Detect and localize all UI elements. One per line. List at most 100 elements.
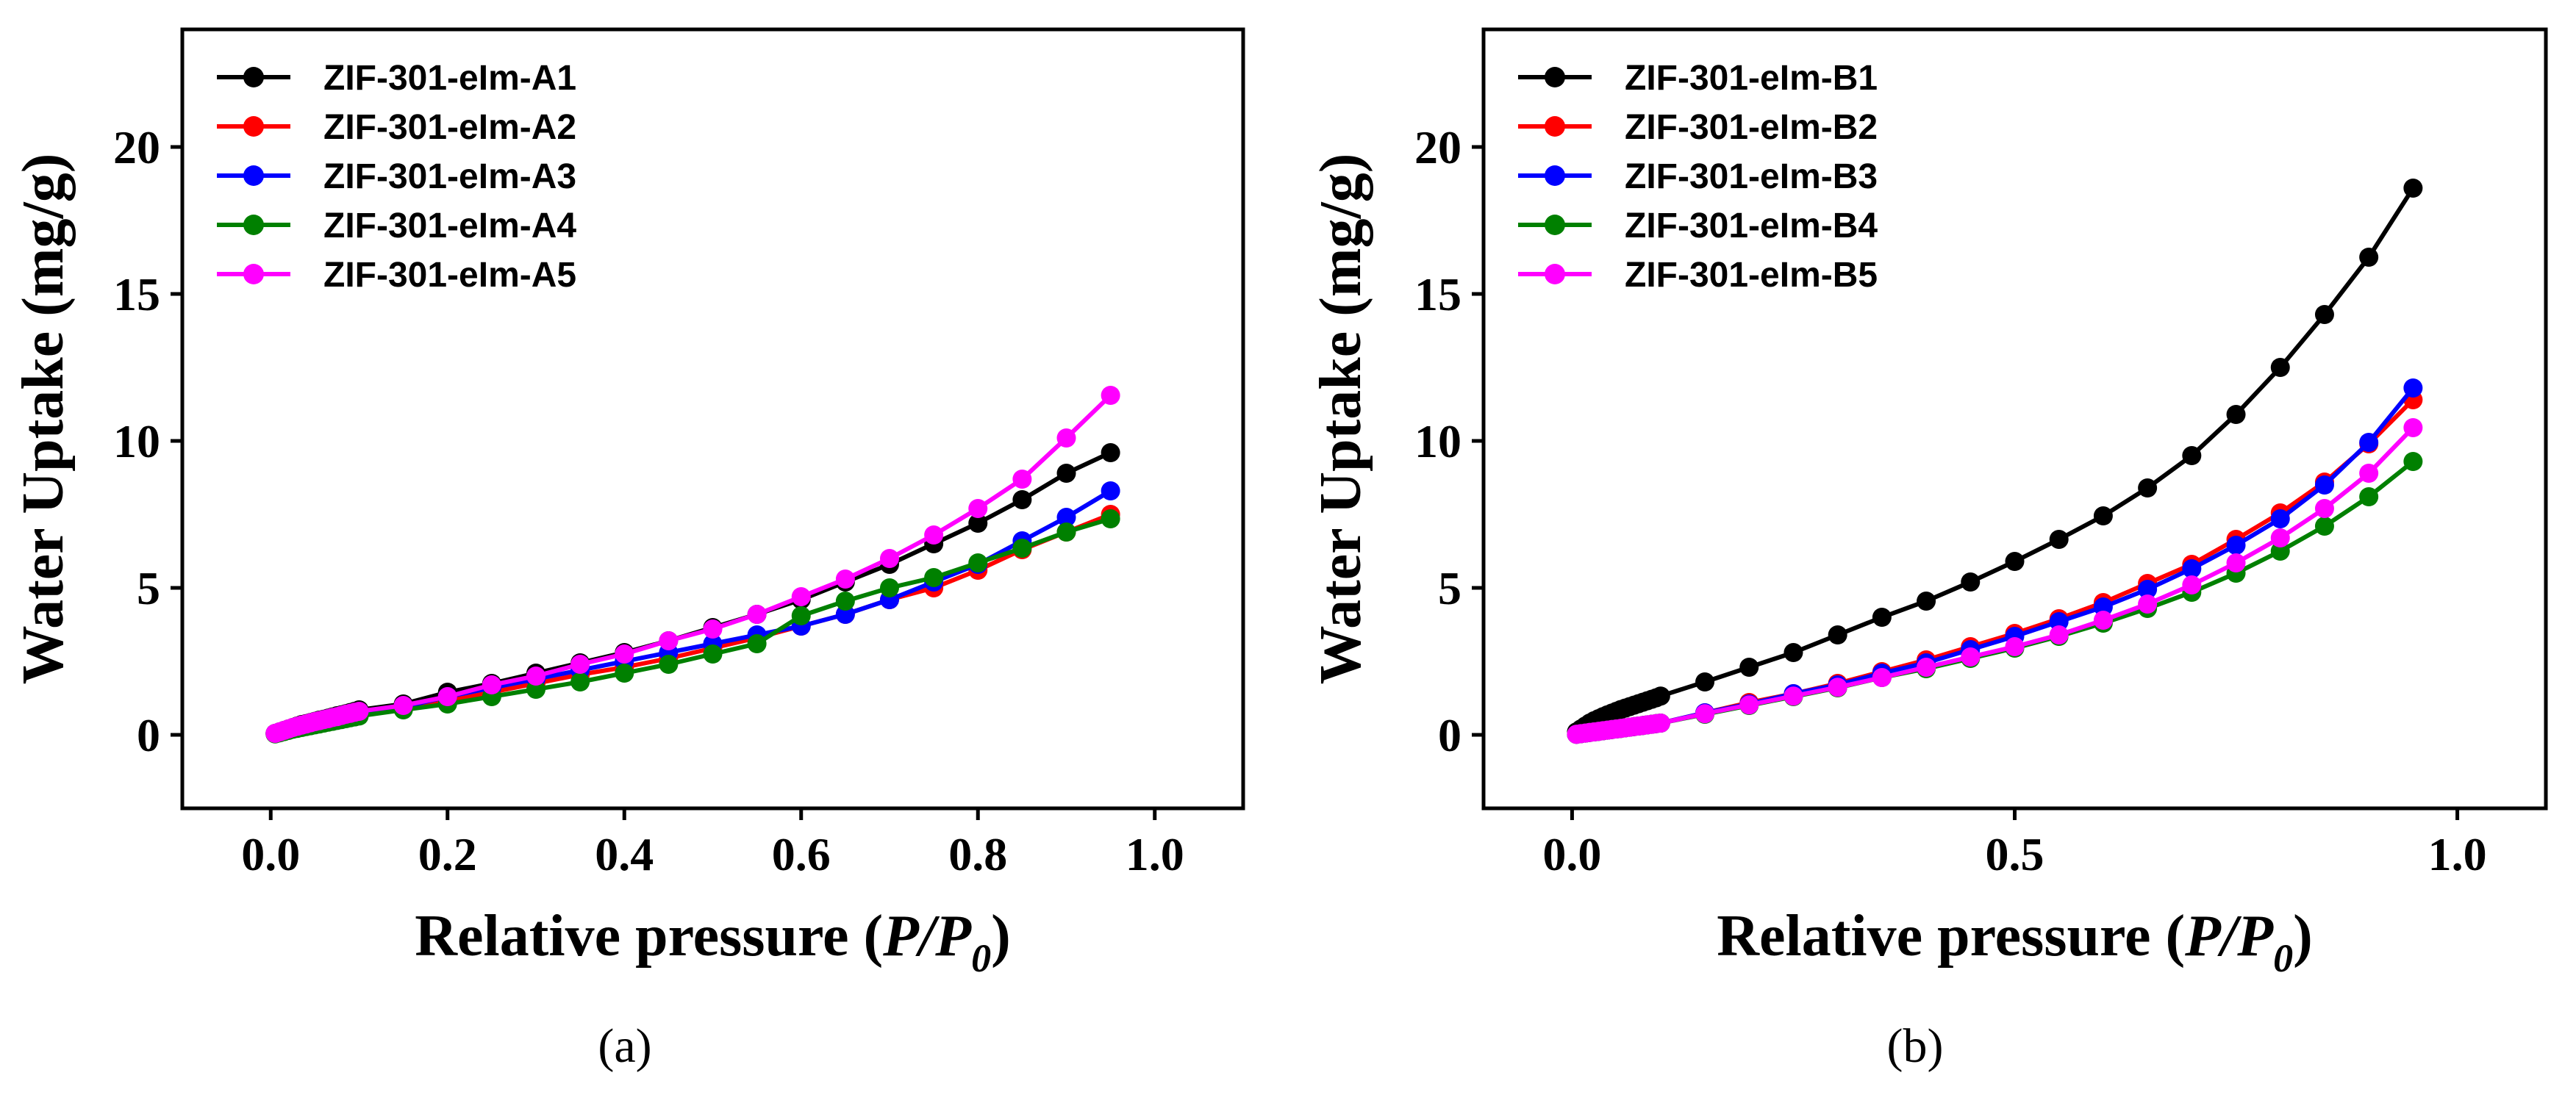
data-point [1783, 643, 1803, 662]
x-tick-label: 0.8 [948, 828, 1007, 880]
legend-label: ZIF-301-eIm-B4 [1625, 206, 1878, 245]
legend-entry: ZIF-301-eIm-B5 [1518, 256, 1878, 295]
data-point [2270, 528, 2290, 547]
data-point [2403, 179, 2423, 198]
legend-marker [243, 264, 264, 284]
x-tick-label: 1.0 [1126, 828, 1184, 880]
data-point [1872, 608, 1892, 627]
data-point [1056, 522, 1076, 542]
data-point [791, 606, 811, 625]
y-tick-label: 20 [113, 121, 160, 173]
data-point [1695, 672, 1715, 691]
data-point [659, 655, 679, 674]
x-tick-label: 0.4 [595, 828, 654, 880]
data-point [2093, 506, 2113, 525]
legend-label: ZIF-301-eIm-A1 [323, 59, 576, 98]
data-point [703, 619, 723, 639]
data-point [1101, 509, 1120, 528]
y-tick-label: 15 [1414, 268, 1461, 320]
data-point [2314, 517, 2334, 536]
data-point [659, 631, 679, 650]
data-point [1872, 668, 1892, 687]
data-point [1012, 539, 1032, 558]
data-point [1828, 625, 1847, 644]
legend-entry: ZIF-301-eIm-B4 [1518, 206, 1878, 245]
data-point [1917, 658, 1936, 677]
data-point [526, 680, 545, 699]
data-point [2314, 305, 2334, 324]
y-tick-label: 10 [113, 415, 160, 467]
data-point [968, 514, 988, 533]
series-ZIF-301-eIm-B3 [1567, 378, 2423, 744]
legend-entry: ZIF-301-eIm-B1 [1518, 59, 1878, 98]
data-point [1961, 572, 1981, 592]
x-axis-title-prefix: Relative pressure ( [1717, 904, 2185, 969]
data-point [1056, 428, 1076, 448]
x-axis-title-prefix: Relative pressure ( [415, 904, 883, 969]
y-tick-label: 5 [1438, 562, 1461, 614]
data-point [2314, 475, 2334, 495]
x-tick-label: 0.0 [241, 828, 300, 880]
data-point [924, 525, 944, 545]
legend-entry: ZIF-301-eIm-A2 [217, 108, 576, 147]
data-point [2049, 625, 2069, 644]
data-point [2226, 405, 2246, 424]
data-point [615, 664, 634, 683]
data-point [2359, 433, 2379, 452]
data-point [2182, 446, 2202, 465]
data-point [2270, 358, 2290, 377]
x-tick-label: 1.0 [2428, 828, 2487, 880]
x-axis-title-var: P/P [2184, 904, 2274, 969]
data-point [2226, 553, 2246, 572]
legend-entry: ZIF-301-eIm-A4 [217, 206, 576, 245]
legend-marker [1545, 116, 1565, 137]
data-point [615, 644, 634, 664]
data-point [570, 655, 590, 674]
data-point [2270, 542, 2290, 561]
legend-entry: ZIF-301-eIm-B3 [1518, 157, 1878, 196]
legend-marker [1545, 264, 1565, 284]
x-axis-title: Relative pressure (P/P0) [415, 904, 1011, 980]
data-point [2359, 248, 2379, 267]
data-point [1828, 678, 1847, 697]
data-point [2403, 452, 2423, 471]
x-axis-title-suffix: ) [2293, 904, 2313, 969]
plot-frame [180, 27, 1245, 811]
series-ZIF-301-eIm-A1 [265, 443, 1120, 743]
series-ZIF-301-eIm-B2 [1567, 390, 2423, 744]
data-point [2359, 464, 2379, 483]
y-tick-label: 10 [1414, 415, 1461, 467]
data-point [835, 605, 855, 624]
data-point [1012, 490, 1032, 509]
x-tick-label: 0.6 [772, 828, 831, 880]
data-point [2182, 575, 2202, 594]
data-point [747, 634, 767, 653]
data-point [2138, 594, 2158, 614]
y-axis-title: Water Uptake (mg/g) [11, 154, 76, 685]
data-point [835, 592, 855, 611]
legend-label: ZIF-301-eIm-A2 [323, 108, 576, 147]
legend-label: ZIF-301-eIm-A4 [323, 206, 576, 245]
data-point [437, 687, 457, 706]
data-point [2093, 597, 2113, 617]
data-point [1056, 508, 1076, 527]
data-point [349, 702, 369, 721]
legend-marker [1545, 165, 1565, 186]
data-point [2093, 611, 2113, 630]
series-ZIF-301-eIm-A5 [265, 386, 1120, 743]
y-tick-label: 15 [113, 268, 160, 320]
legend-entry: ZIF-301-eIm-B2 [1518, 108, 1878, 147]
data-point [2226, 536, 2246, 555]
legend-label: ZIF-301-eIm-B5 [1625, 256, 1878, 295]
legend-marker [243, 67, 264, 87]
data-point [703, 644, 723, 664]
x-axis-title-var: P/P [882, 904, 972, 969]
x-axis-title-sub: 0 [2273, 936, 2293, 980]
panel-a: 0.0 0.2 0.4 0.6 0.8 1.0 0 5 10 15 20 Water Uptake (… [11, 27, 1245, 1073]
data-point [2182, 559, 2202, 578]
data-point [2270, 509, 2290, 528]
x-tick-label: 0.0 [1542, 828, 1601, 880]
panel-label: (a) [598, 1019, 651, 1073]
y-tick-label: 0 [1438, 709, 1461, 761]
